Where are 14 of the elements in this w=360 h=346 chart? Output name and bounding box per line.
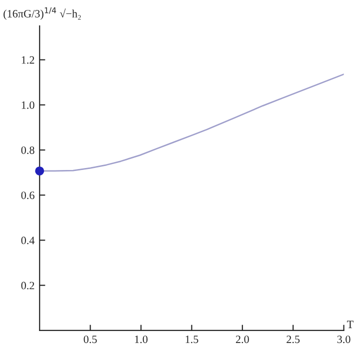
y-tick-label: 1.0 [22, 101, 34, 109]
y-tick-label: 0.2 [21, 282, 34, 290]
y-tick-label: 0.6 [21, 192, 34, 200]
x-tick-label: 2.0 [236, 336, 249, 344]
x-tick-label: 1.5 [186, 336, 198, 344]
x-tick-label: 0.5 [84, 336, 97, 344]
x-tick-label: 2.5 [286, 336, 300, 344]
x-tick-label: 3.0 [337, 336, 350, 344]
x-tick-label: 1.0 [135, 336, 148, 344]
y-tick-label: 1.2 [22, 56, 34, 64]
y-tick-label: 0.4 [21, 236, 35, 244]
y-axis-title: (16πG/3)$^{1/4}$ √−h₂ [4, 7, 81, 20]
y-tick-label: 0.8 [21, 146, 34, 154]
x-axis-title: T [347, 320, 354, 328]
